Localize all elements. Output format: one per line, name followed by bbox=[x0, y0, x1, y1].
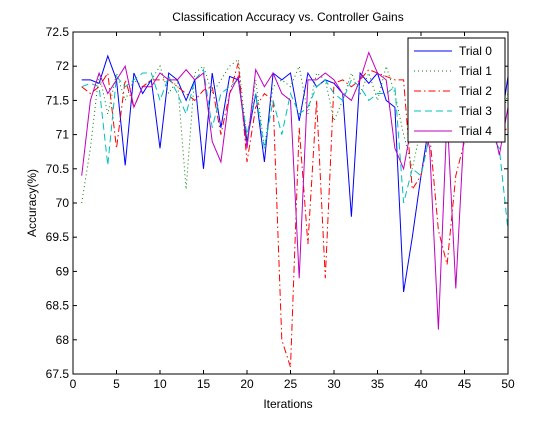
x-tick-label: 5 bbox=[113, 377, 120, 391]
legend-label-trial-1: Trial 1 bbox=[459, 64, 492, 78]
legend-label-trial-2: Trial 2 bbox=[459, 84, 492, 98]
y-tick-label: 72 bbox=[56, 59, 70, 73]
legend-box bbox=[407, 37, 506, 143]
y-tick-label: 72.5 bbox=[46, 25, 70, 39]
x-tick-label: 0 bbox=[70, 377, 77, 391]
x-axis-title: Iterations bbox=[263, 397, 312, 411]
series-line-trial-2 bbox=[81, 62, 509, 368]
x-tick-label: 35 bbox=[371, 377, 385, 391]
y-axis-title: Accuracy(%) bbox=[25, 169, 39, 237]
x-tick-label: 10 bbox=[153, 377, 167, 391]
y-tick-label: 69.5 bbox=[46, 230, 70, 244]
series-line-trial-4 bbox=[81, 51, 509, 330]
y-tick-label: 70.5 bbox=[46, 162, 70, 176]
legend-label-trial-0: Trial 0 bbox=[459, 44, 492, 58]
y-tick-label: 69 bbox=[56, 264, 70, 278]
legend-label-trial-4: Trial 4 bbox=[459, 124, 492, 138]
x-tick-label: 30 bbox=[327, 377, 341, 391]
x-tick-label: 25 bbox=[284, 377, 298, 391]
x-tick-label: 15 bbox=[197, 377, 211, 391]
y-tick-label: 68 bbox=[56, 333, 70, 347]
legend: Trial 0 Trial 1 Trial 2 Trial 3 Trial 4 bbox=[407, 37, 506, 143]
x-tick-label: 20 bbox=[240, 377, 254, 391]
y-tick-label: 67.5 bbox=[46, 367, 70, 381]
y-tick-label: 71 bbox=[56, 128, 70, 142]
x-tick-label: 50 bbox=[501, 377, 515, 391]
x-tick-label: 45 bbox=[458, 377, 472, 391]
y-tick-label: 70 bbox=[56, 196, 70, 210]
y-tick-label: 68.5 bbox=[46, 299, 70, 313]
chart-title: Classification Accuracy vs. Controller G… bbox=[172, 10, 403, 24]
y-tick-label: 71.5 bbox=[46, 93, 70, 107]
legend-label-trial-3: Trial 3 bbox=[459, 104, 492, 118]
y-axis-ticks: 67.5 68 68.5 69 69.5 70 70.5 71 71.5 72 72.5 bbox=[46, 25, 508, 381]
x-tick-label: 40 bbox=[414, 377, 428, 391]
x-axis-ticks: 0 5 10 15 20 25 30 35 40 45 50 bbox=[70, 32, 515, 391]
